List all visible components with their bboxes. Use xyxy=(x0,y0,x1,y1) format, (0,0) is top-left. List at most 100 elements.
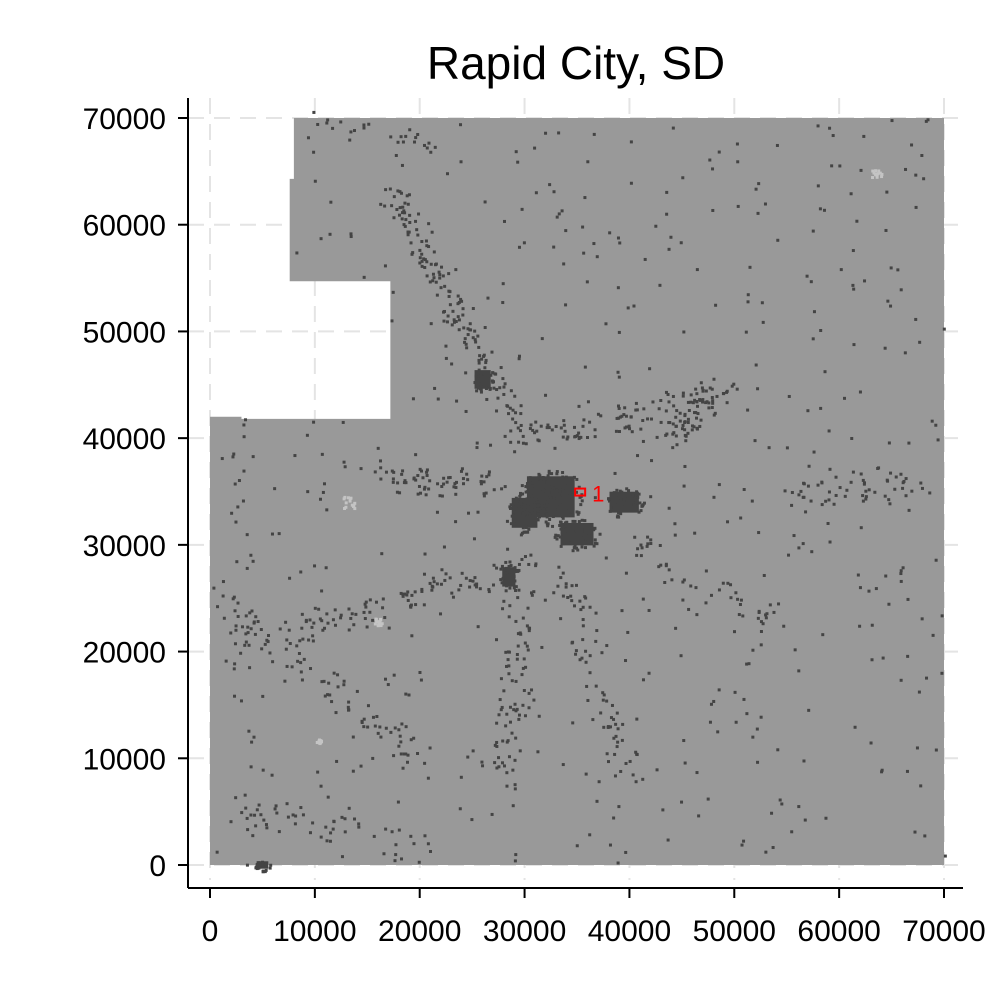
developed-pixel xyxy=(497,765,501,769)
developed-pixel xyxy=(252,620,256,624)
developed-pixel xyxy=(689,584,693,588)
developed-pixel xyxy=(500,705,504,709)
developed-pixel xyxy=(481,764,485,768)
developed-pixel xyxy=(425,274,429,278)
developed-pixel xyxy=(762,573,766,577)
developed-pixel xyxy=(566,525,570,529)
developed-pixel xyxy=(521,492,525,496)
developed-pixel xyxy=(462,482,466,486)
developed-pixel xyxy=(340,855,344,859)
developed-pixel xyxy=(721,581,725,585)
developed-pixel xyxy=(222,616,226,620)
developed-pixel xyxy=(511,408,515,412)
developed-pixel xyxy=(671,126,675,130)
developed-pixel xyxy=(523,555,527,559)
developed-pixel xyxy=(436,397,440,401)
developed-pixel xyxy=(670,578,674,582)
developed-pixel xyxy=(406,590,410,594)
light-pixel xyxy=(374,618,378,622)
developed-pixel xyxy=(722,392,726,396)
developed-pixel xyxy=(595,799,599,803)
developed-pixel xyxy=(347,708,351,712)
developed-pixel xyxy=(299,806,303,810)
developed-pixel xyxy=(474,374,478,378)
developed-pixel xyxy=(331,126,335,130)
developed-pixel xyxy=(379,466,383,470)
developed-pixel xyxy=(539,479,543,483)
developed-pixel xyxy=(232,595,236,599)
developed-pixel xyxy=(325,612,329,616)
developed-pixel xyxy=(333,623,337,627)
developed-pixel xyxy=(527,626,531,630)
developed-pixel xyxy=(619,497,623,501)
developed-pixel xyxy=(623,406,627,410)
developed-pixel xyxy=(615,416,619,420)
developed-pixel xyxy=(853,725,857,729)
developed-pixel xyxy=(484,358,488,362)
developed-pixel xyxy=(456,294,460,298)
developed-pixel xyxy=(761,622,765,626)
developed-pixel xyxy=(246,625,250,629)
developed-pixel xyxy=(392,216,396,220)
developed-pixel xyxy=(528,476,532,480)
developed-pixel xyxy=(646,535,650,539)
developed-pixel xyxy=(420,259,424,263)
developed-pixel xyxy=(850,436,854,440)
developed-pixel xyxy=(555,497,559,501)
x-tick-label: 10000 xyxy=(273,915,356,948)
developed-pixel xyxy=(454,520,458,524)
developed-pixel xyxy=(233,642,237,646)
developed-pixel xyxy=(925,676,929,680)
developed-pixel xyxy=(299,570,303,574)
developed-pixel xyxy=(411,251,415,255)
developed-pixel xyxy=(384,470,388,474)
developed-pixel xyxy=(915,746,919,750)
developed-pixel xyxy=(514,496,518,500)
developed-pixel xyxy=(365,625,369,629)
developed-pixel xyxy=(453,482,457,486)
developed-pixel xyxy=(934,423,938,427)
developed-pixel xyxy=(427,222,431,226)
developed-pixel xyxy=(312,110,316,114)
developed-pixel xyxy=(730,384,734,388)
developed-pixel xyxy=(544,486,548,490)
developed-pixel xyxy=(667,506,671,510)
developed-pixel xyxy=(509,503,513,507)
developed-pixel xyxy=(565,514,569,518)
developed-pixel xyxy=(572,475,576,479)
developed-pixel xyxy=(402,481,406,485)
developed-pixel xyxy=(740,843,744,847)
developed-pixel xyxy=(697,814,701,818)
developed-pixel xyxy=(423,761,427,765)
developed-pixel xyxy=(311,634,315,638)
developed-pixel xyxy=(478,354,482,358)
developed-pixel xyxy=(942,327,946,331)
x-tick-label: 20000 xyxy=(378,915,461,948)
developed-pixel xyxy=(763,202,767,206)
developed-pixel xyxy=(319,835,323,839)
developed-pixel xyxy=(561,594,565,598)
developed-pixel xyxy=(520,557,524,561)
developed-pixel xyxy=(802,481,806,485)
developed-pixel xyxy=(612,506,616,510)
developed-pixel xyxy=(584,537,588,541)
developed-pixel xyxy=(930,419,934,423)
light-pixel xyxy=(873,172,877,176)
light-pixel xyxy=(875,175,879,179)
developed-pixel xyxy=(823,370,827,374)
developed-pixel xyxy=(241,499,245,503)
developed-pixel xyxy=(886,299,890,303)
developed-pixel xyxy=(629,140,633,144)
developed-pixel xyxy=(742,488,746,492)
developed-pixel xyxy=(403,479,407,483)
developed-pixel xyxy=(392,673,396,677)
developed-pixel xyxy=(242,469,246,473)
developed-pixel xyxy=(622,498,626,502)
x-tick-label: 40000 xyxy=(588,915,671,948)
developed-pixel xyxy=(409,738,413,742)
developed-pixel xyxy=(521,703,525,707)
developed-pixel xyxy=(415,228,419,232)
developed-pixel xyxy=(793,648,797,652)
developed-pixel xyxy=(558,523,562,527)
developed-pixel xyxy=(521,616,525,620)
